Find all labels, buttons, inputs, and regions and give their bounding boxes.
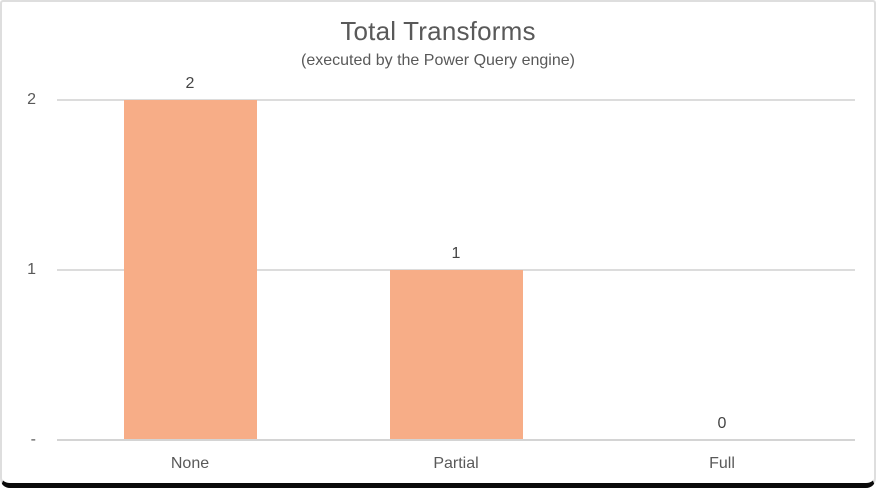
y-tick-label: - [30,431,36,448]
x-category-label: Partial [433,455,479,472]
chart-subtitle: (executed by the Power Query engine) [301,52,575,69]
y-tick-label: 2 [27,91,36,108]
data-label: 1 [451,245,461,262]
x-category-label: Full [709,455,735,472]
y-tick-label: 1 [27,261,36,278]
bar-partial[interactable] [389,270,523,439]
bar-none[interactable] [123,100,257,439]
x-axis-line [57,439,855,441]
chart-title: Total Transforms [340,16,536,46]
gridline [57,99,855,101]
data-label: 2 [185,75,195,92]
data-label: 0 [717,415,727,432]
x-category-label: None [170,455,210,472]
